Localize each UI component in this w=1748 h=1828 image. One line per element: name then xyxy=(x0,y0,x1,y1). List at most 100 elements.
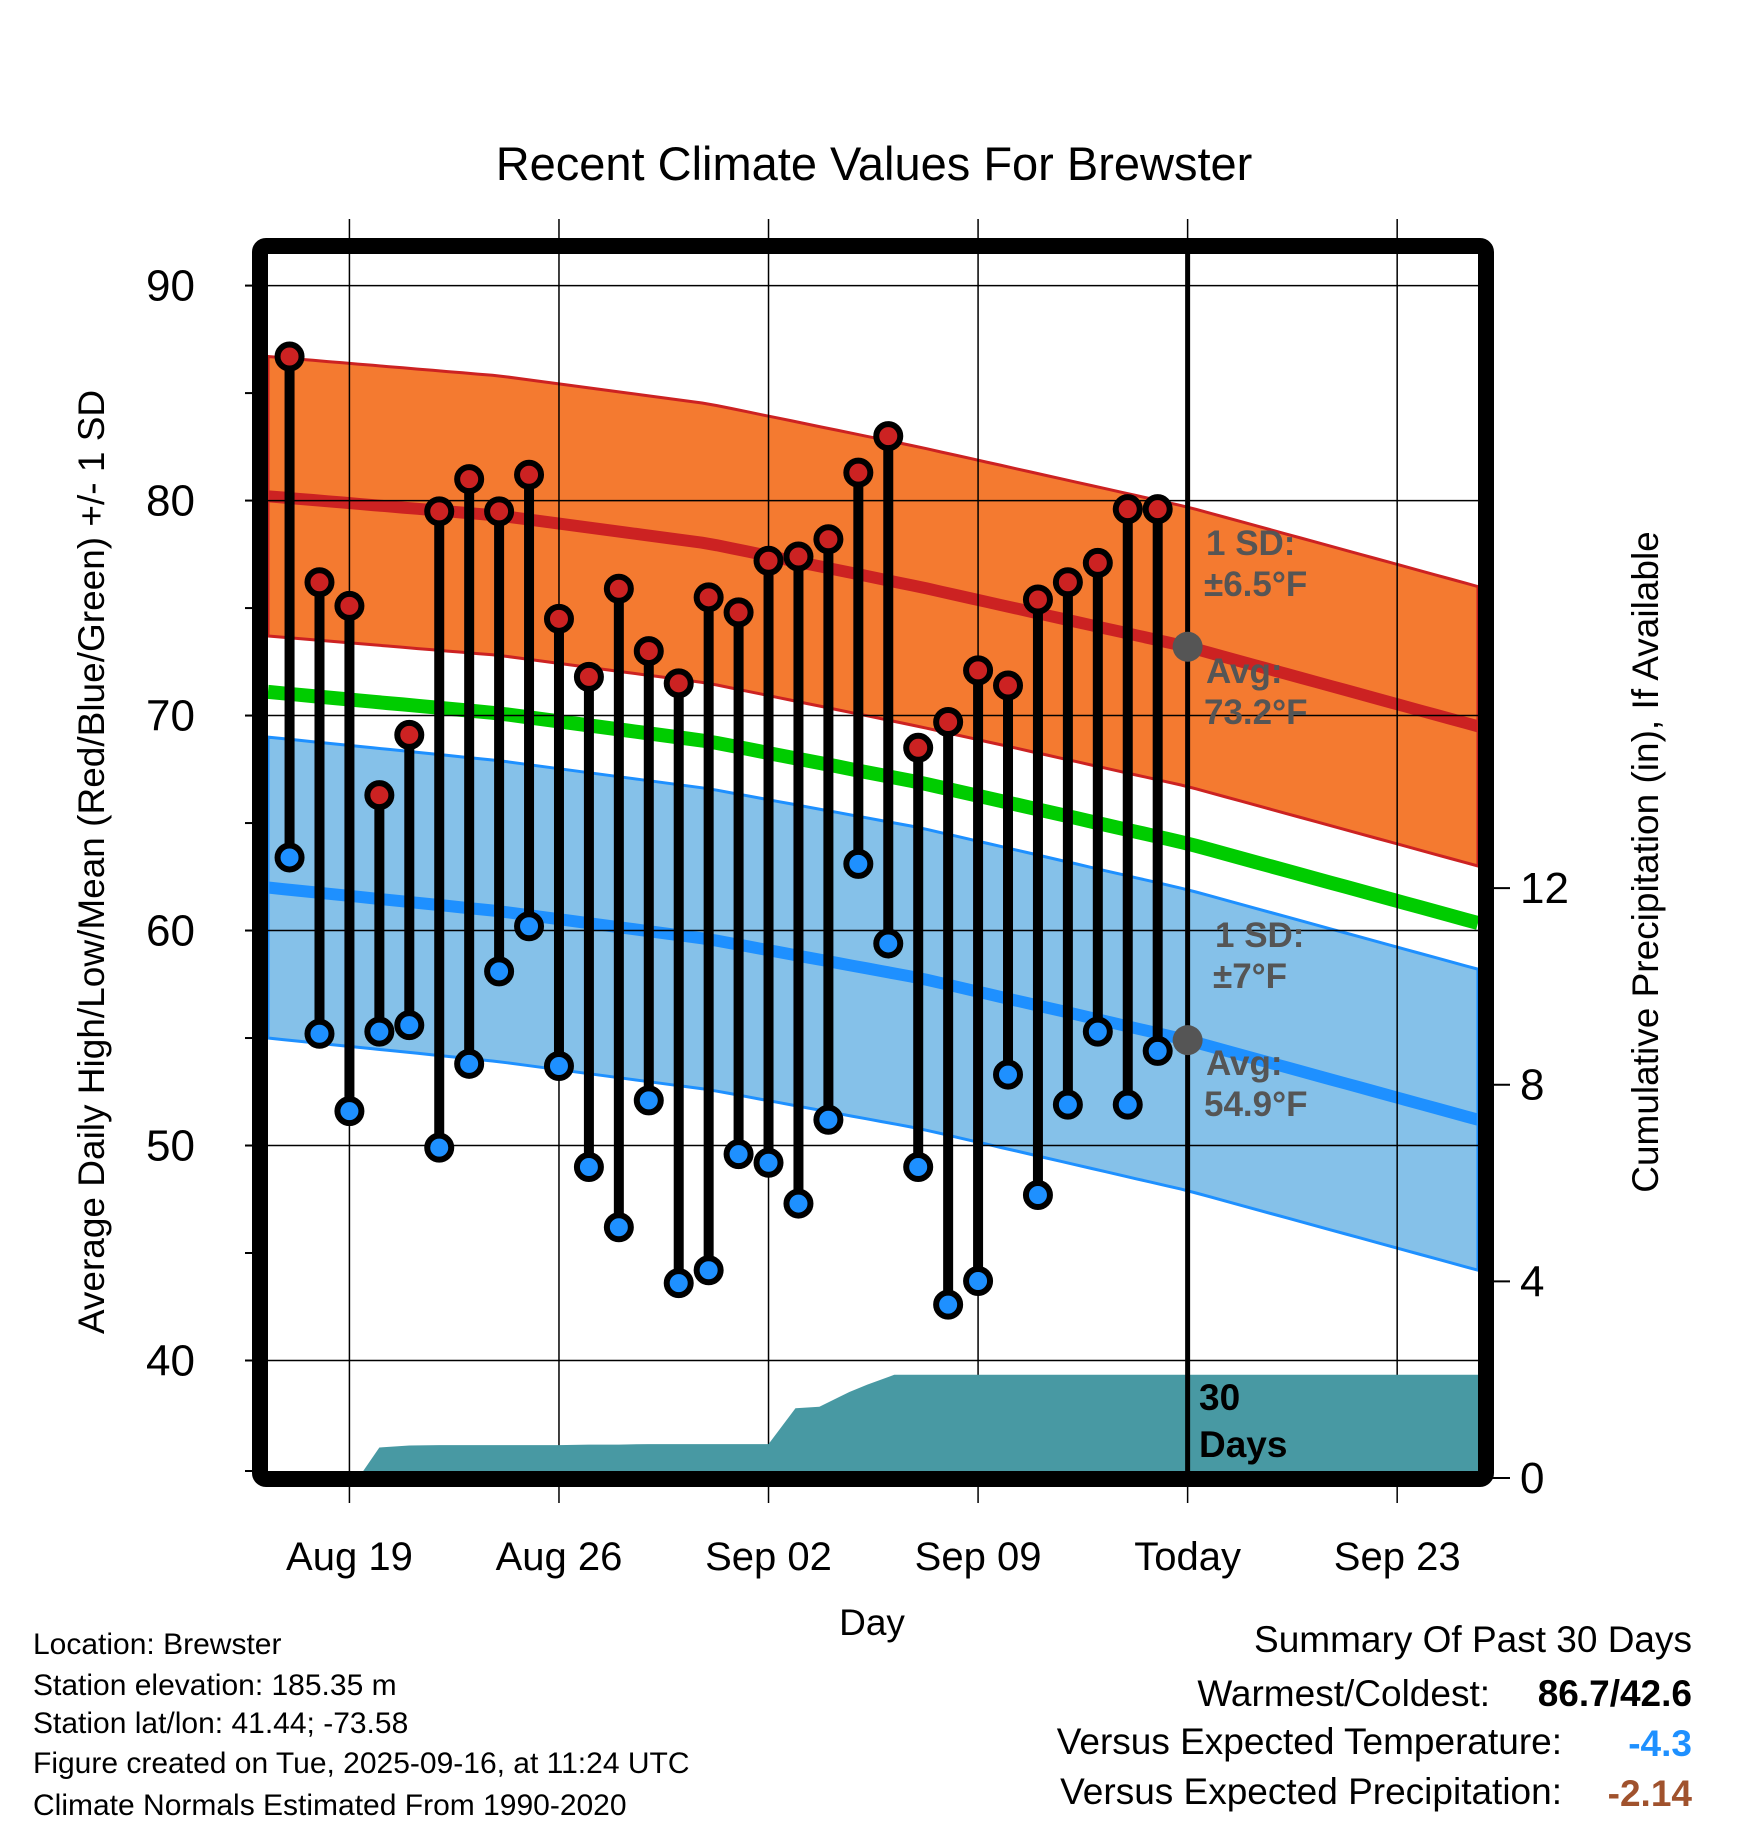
high-point xyxy=(1052,567,1083,598)
summary-title: Summary Of Past 30 Days xyxy=(1254,1619,1692,1660)
high-point xyxy=(573,661,604,692)
normal-bands xyxy=(266,354,1480,1273)
high-point xyxy=(1022,584,1053,615)
low-point xyxy=(304,1018,335,1049)
low-point xyxy=(753,1147,784,1178)
low-point xyxy=(963,1265,994,1296)
low-point xyxy=(364,1016,395,1047)
x-tick-label: Sep 09 xyxy=(915,1535,1042,1579)
low-point xyxy=(813,1104,844,1135)
summary: Summary Of Past 30 Days Warmest/Coldest:… xyxy=(1057,1619,1693,1814)
low-point xyxy=(603,1212,634,1243)
high-point xyxy=(933,707,964,738)
today-high-avg-marker xyxy=(1172,631,1203,662)
y-tick-label: 90 xyxy=(146,262,195,311)
high-point xyxy=(394,719,425,750)
low-point xyxy=(873,928,904,959)
y2-tick-label: 8 xyxy=(1520,1061,1544,1110)
y-tick-label: 70 xyxy=(146,692,195,741)
high-point xyxy=(663,668,694,699)
plot-frame xyxy=(252,238,1494,1487)
y-tick-label: 60 xyxy=(146,907,195,956)
high-point xyxy=(304,567,335,598)
x-axis-label: Day xyxy=(839,1602,905,1643)
y2-tick-label: 12 xyxy=(1520,864,1569,913)
high-point xyxy=(484,496,515,527)
low-sd-value: ±7°F xyxy=(1213,957,1287,996)
precip-area xyxy=(289,254,1478,1478)
high-avg-value: 73.2°F xyxy=(1204,693,1308,732)
high-point xyxy=(783,541,814,572)
high-point xyxy=(693,582,724,613)
high-point xyxy=(364,780,395,811)
footer-created: Figure created on Tue, 2025-09-16, at 11… xyxy=(33,1747,690,1780)
low-point xyxy=(903,1152,934,1183)
high-point xyxy=(1112,494,1143,525)
period-unit: Days xyxy=(1199,1424,1287,1465)
y2-tick-label: 0 xyxy=(1520,1454,1544,1503)
low-point xyxy=(1052,1089,1083,1120)
high-point xyxy=(1142,494,1173,525)
low-point xyxy=(514,911,545,942)
low-point xyxy=(663,1268,694,1299)
high-point xyxy=(633,636,664,667)
x-tick-label: Sep 02 xyxy=(705,1535,832,1579)
y-tick-label: 50 xyxy=(146,1122,195,1171)
x-tick-label: Sep 23 xyxy=(1334,1535,1461,1579)
precip-cumulative-area xyxy=(289,1374,1478,1478)
low-point xyxy=(454,1048,485,1079)
low-point xyxy=(693,1255,724,1286)
high-point xyxy=(424,496,455,527)
footer-elevation: Station elevation: 185.35 m xyxy=(33,1669,397,1702)
low-point xyxy=(334,1096,365,1127)
high-point xyxy=(1082,547,1113,578)
high-point xyxy=(873,421,904,452)
high-point xyxy=(813,524,844,555)
x-tick-label: Aug 19 xyxy=(286,1535,413,1579)
low-point xyxy=(723,1139,754,1170)
low-point xyxy=(993,1059,1024,1090)
low-point xyxy=(783,1188,814,1219)
low-point xyxy=(394,1010,425,1041)
y2-tick-label: 4 xyxy=(1520,1257,1544,1306)
high-avg-label: Avg: xyxy=(1206,652,1282,691)
high-point xyxy=(274,341,305,372)
low-point xyxy=(933,1289,964,1320)
high-point xyxy=(843,457,874,488)
high-point xyxy=(993,670,1024,701)
summary-precip-value: -2.14 xyxy=(1608,1773,1693,1814)
low-avg-label: Avg: xyxy=(1206,1044,1282,1083)
high-point xyxy=(963,655,994,686)
high-sd-label: 1 SD: xyxy=(1206,524,1295,563)
low-point xyxy=(1022,1179,1053,1210)
y-tick-label: 40 xyxy=(146,1337,195,1386)
footer-normals: Climate Normals Estimated From 1990-2020 xyxy=(33,1789,627,1822)
low-point xyxy=(1112,1089,1143,1120)
low-avg-value: 54.9°F xyxy=(1204,1085,1308,1124)
low-point xyxy=(1082,1016,1113,1047)
today-low-avg-marker xyxy=(1172,1025,1203,1056)
summary-precip-label: Versus Expected Precipitation: xyxy=(1060,1771,1562,1812)
y-tick-label: 80 xyxy=(146,477,195,526)
low-point xyxy=(484,956,515,987)
footer-latlon: Station lat/lon: 41.44; -73.58 xyxy=(33,1707,408,1740)
high-point xyxy=(723,597,754,628)
high-point xyxy=(514,459,545,490)
daily-range-bars xyxy=(274,341,1203,1320)
high-point xyxy=(543,603,574,634)
chart-title: Recent Climate Values For Brewster xyxy=(496,137,1253,190)
low-point xyxy=(843,848,874,879)
x-tick-label: Today xyxy=(1134,1535,1241,1579)
x-tick-label: Aug 26 xyxy=(496,1535,623,1579)
footer-info: Location: Brewster Station elevation: 18… xyxy=(33,1628,690,1822)
high-point xyxy=(603,573,634,604)
high-point xyxy=(334,590,365,621)
low-point xyxy=(274,842,305,873)
high-sd-value: ±6.5°F xyxy=(1204,565,1307,604)
summary-temp-label: Versus Expected Temperature: xyxy=(1057,1721,1562,1762)
normal-annotations: 1 SD: ±6.5°F Avg: 73.2°F 1 SD: ±7°F Avg:… xyxy=(1199,524,1308,1465)
low-sd-label: 1 SD: xyxy=(1215,916,1304,955)
summary-warm-cold-value: 86.7/42.6 xyxy=(1538,1673,1692,1714)
high-point xyxy=(753,545,784,576)
